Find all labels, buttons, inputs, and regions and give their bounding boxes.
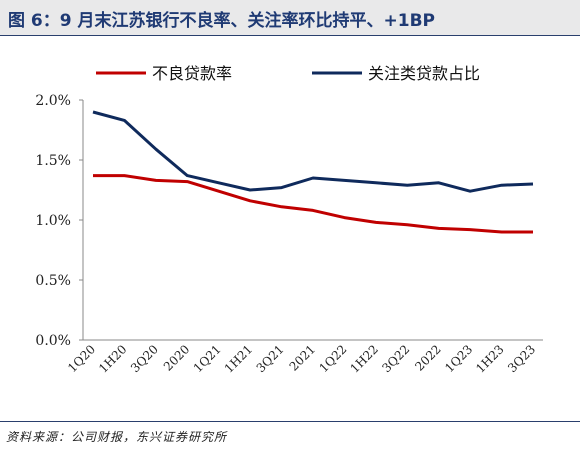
- x-tick-label: 2021: [287, 342, 318, 373]
- figure-title: 图 6：9 月末江苏银行不良率、关注率环比持平、+1BP: [8, 11, 435, 31]
- legend-label: 关注类贷款占比: [368, 64, 480, 83]
- x-tick-label: 2022: [412, 342, 443, 373]
- x-tick-label: 1H22: [347, 342, 380, 375]
- legend-label: 不良贷款率: [152, 64, 232, 83]
- npl-ratio-line: [93, 174, 533, 234]
- x-tick-label: 3Q21: [254, 342, 287, 375]
- special-mention-line: [92, 110, 534, 193]
- y-tick-label: 1.5%: [35, 153, 71, 169]
- x-tick-label: 3Q23: [505, 342, 538, 375]
- x-tick-label: 1H20: [96, 342, 129, 375]
- x-tick-label: 3Q22: [379, 342, 412, 375]
- source-note: 资料来源：公司财报，东兴证券研究所: [6, 430, 228, 444]
- x-tick-label: 3Q20: [128, 342, 161, 375]
- footer-divider: [0, 421, 580, 422]
- x-tick-label: 2020: [161, 342, 192, 373]
- y-tick-label: 0.0%: [35, 333, 71, 349]
- x-tick-label: 1H23: [473, 342, 506, 375]
- x-tick-label: 1Q21: [191, 342, 224, 375]
- title-bar: 图 6：9 月末江苏银行不良率、关注率环比持平、+1BP: [0, 0, 580, 36]
- x-tick-label: 1Q23: [442, 342, 475, 375]
- x-tick-label: 1Q22: [316, 342, 349, 375]
- y-tick-label: 2.0%: [35, 93, 71, 109]
- y-tick-label: 1.0%: [35, 213, 71, 229]
- x-tick-label: 1H21: [222, 342, 255, 375]
- y-tick-label: 0.5%: [35, 273, 71, 289]
